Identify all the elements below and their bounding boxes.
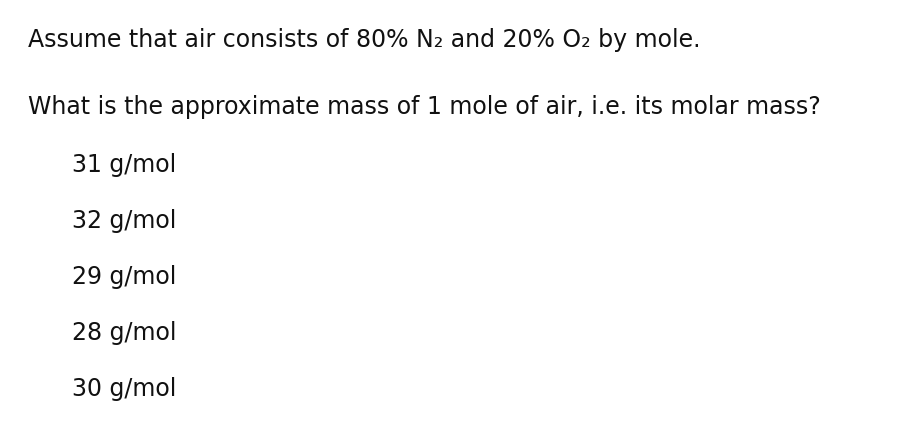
Text: 28 g/mol: 28 g/mol: [72, 320, 176, 344]
Text: 32 g/mol: 32 g/mol: [72, 208, 176, 233]
Text: 30 g/mol: 30 g/mol: [72, 376, 176, 400]
Text: Assume that air consists of 80% N₂ and 20% O₂ by mole.: Assume that air consists of 80% N₂ and 2…: [28, 28, 700, 52]
Text: 31 g/mol: 31 g/mol: [72, 153, 176, 177]
Text: 29 g/mol: 29 g/mol: [72, 265, 176, 288]
Text: What is the approximate mass of 1 mole of air, i.e. its molar mass?: What is the approximate mass of 1 mole o…: [28, 95, 821, 119]
